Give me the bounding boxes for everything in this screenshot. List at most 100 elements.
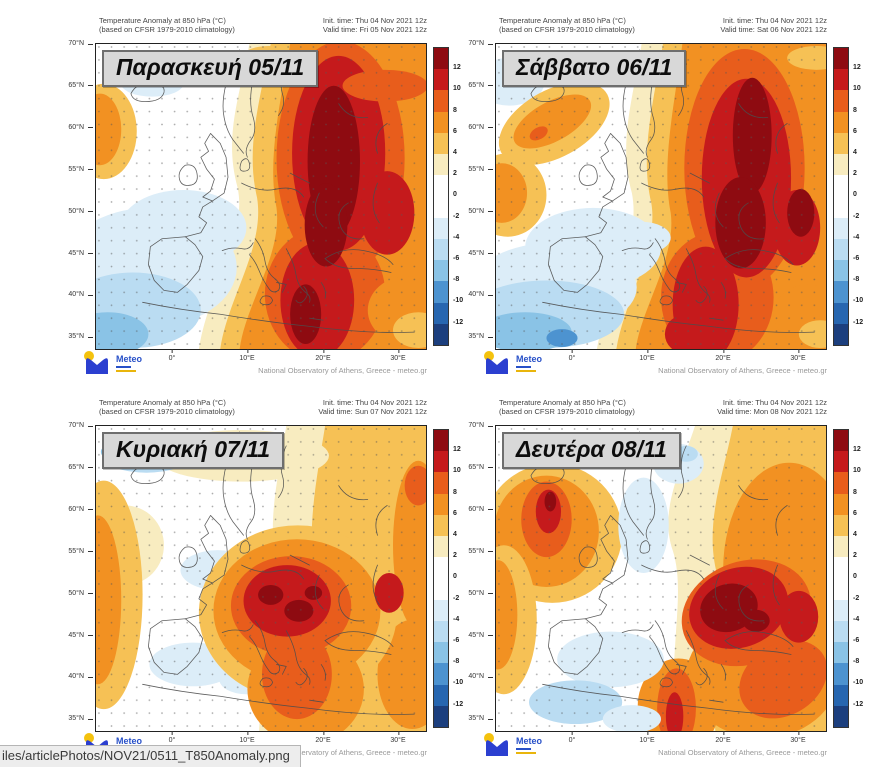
- colorbar-segment: [834, 514, 848, 537]
- meteo-logo: Meteo: [83, 351, 169, 381]
- latitude-axis: 70°N 65°N 60°N 55°N 50°N 45°N 40°N 35°N: [59, 40, 93, 350]
- lat-label: 70°N: [68, 422, 93, 429]
- logo-tagline-bar: [516, 366, 531, 368]
- colorbar-tick: 6: [453, 127, 457, 135]
- lon-label: 30°E: [790, 349, 806, 362]
- colorbar: [433, 429, 449, 728]
- longitude-axis: 0° 10°E 20°E 30°E: [95, 349, 427, 365]
- colorbar-segment: [434, 430, 448, 452]
- lat-label: 35°N: [468, 715, 493, 722]
- logo-tagline-bar: [516, 370, 536, 372]
- lat-label: 65°N: [468, 82, 493, 89]
- colorbar-segment: [434, 557, 448, 579]
- colorbar-segment: [834, 536, 848, 558]
- colorbar-tick: 10: [853, 467, 861, 475]
- lon-label: 30°E: [390, 731, 406, 744]
- colorbar-tick: -4: [453, 233, 460, 241]
- meteo-logo-text: Meteo: [516, 354, 543, 364]
- meteo-logo: Meteo: [483, 351, 569, 381]
- init-time: Init. time: Thu 04 Nov 2021 12z: [322, 398, 427, 407]
- anomaly-map: Κυριακή 07/11: [95, 425, 427, 732]
- anomaly-map: Σάββατο 06/11: [495, 43, 827, 350]
- colorbar-segment: [834, 663, 848, 685]
- colorbar-tick: 4: [853, 531, 857, 538]
- lat-label: 65°N: [68, 82, 93, 89]
- colorbar: [833, 47, 849, 346]
- lon-label: 0°: [169, 731, 175, 744]
- lat-label: 45°N: [468, 632, 493, 639]
- lon-label: 20°E: [715, 349, 731, 362]
- colorbar-labels: 12 10 8 6 4 2 0 -2 -4 -6 -8 -10 -12: [853, 429, 875, 728]
- colorbar-tick: 10: [453, 85, 461, 93]
- panel-footer: Meteo 0° 10°E 20°E 30°E National Observator…: [59, 349, 462, 390]
- colorbar-segment: [434, 684, 448, 706]
- day-label: Σάββατο 06/11: [502, 50, 687, 87]
- lat-label: 50°N: [68, 590, 93, 597]
- colorbar-segment: [834, 48, 848, 70]
- panel-footer: Meteo 0° 10°E 20°E 30°E National Observator…: [459, 731, 862, 772]
- colorbar-tick: -2: [453, 212, 460, 220]
- lat-label: 55°N: [68, 166, 93, 173]
- lon-label: 0°: [169, 349, 175, 362]
- colorbar-segment: [434, 90, 448, 112]
- lon-label: 10°E: [639, 349, 655, 362]
- map-times: Init. time: Thu 04 Nov 2021 12z Valid ti…: [717, 398, 827, 416]
- colorbar-tick: 6: [853, 127, 857, 135]
- colorbar-tick: 2: [853, 552, 857, 560]
- meteo-logo-text: Meteo: [516, 736, 543, 746]
- colorbar-segment: [834, 557, 848, 579]
- colorbar-tick: -8: [853, 276, 860, 284]
- colorbar-tick: 0: [853, 573, 857, 581]
- day-label: Δευτέρα 08/11: [502, 432, 681, 469]
- browser-status-bar: iles/articlePhotos/NOV21/0511_T850Anomal…: [0, 745, 301, 767]
- lat-label: 35°N: [68, 715, 93, 722]
- day-label: Κυριακή 07/11: [102, 432, 285, 469]
- lat-label: 50°N: [468, 590, 493, 597]
- lon-label: 30°E: [390, 349, 406, 362]
- map-times: Init. time: Thu 04 Nov 2021 12z Valid ti…: [720, 16, 827, 34]
- colorbar-segment: [834, 175, 848, 197]
- colorbar-labels: 12 10 8 6 4 2 0 -2 -4 -6 -8 -10 -12: [853, 47, 875, 346]
- lat-label: 60°N: [68, 124, 93, 131]
- colorbar-segment: [434, 260, 448, 282]
- longitude-axis: 0° 10°E 20°E 30°E: [495, 731, 827, 747]
- title-line-2: (based on CFSR 1979-2010 climatology): [499, 25, 635, 34]
- colorbar-segment: [434, 196, 448, 218]
- attribution: National Observatory of Athens, Greece -…: [258, 366, 427, 375]
- init-time: Init. time: Thu 04 Nov 2021 12z: [322, 16, 427, 25]
- lat-label: 45°N: [68, 250, 93, 257]
- title-line-1: Temperature Anomaly at 850 hPa (°C): [499, 16, 626, 25]
- lat-label: 65°N: [68, 464, 93, 471]
- colorbar-segment: [834, 578, 848, 600]
- lat-label: 40°N: [68, 291, 93, 298]
- valid-time: Valid time: Mon 08 Nov 2021 12z: [717, 407, 827, 416]
- lat-label: 40°N: [468, 291, 493, 298]
- colorbar-tick: -8: [853, 658, 860, 666]
- colorbar-segment: [834, 281, 848, 303]
- colorbar-segment: [434, 323, 448, 346]
- title-line-1: Temperature Anomaly at 850 hPa (°C): [99, 16, 226, 25]
- colorbar-segment: [834, 90, 848, 112]
- map-product-title: Temperature Anomaly at 850 hPa (°C) (bas…: [499, 398, 635, 416]
- lon-label: 10°E: [239, 349, 255, 362]
- colorbar-segment: [434, 302, 448, 324]
- lon-label: 10°E: [239, 731, 255, 744]
- meteo-logo-icon: [84, 351, 108, 374]
- colorbar-tick: 0: [853, 191, 857, 199]
- colorbar-segment: [834, 451, 848, 473]
- lat-label: 45°N: [68, 632, 93, 639]
- colorbar-tick: 0: [453, 191, 457, 199]
- colorbar-segment: [834, 196, 848, 218]
- lat-label: 40°N: [468, 673, 493, 680]
- colorbar-segment: [834, 599, 848, 621]
- meteo-logo-icon: [484, 733, 508, 756]
- colorbar-segment: [434, 154, 448, 176]
- meteo-logo-text: Meteo: [116, 354, 143, 364]
- colorbar-tick: -12: [453, 700, 464, 708]
- lat-label: 70°N: [468, 422, 493, 429]
- colorbar-tick: -8: [453, 658, 460, 666]
- longitude-axis: 0° 10°E 20°E 30°E: [495, 349, 827, 365]
- colorbar-tick: 8: [453, 488, 457, 496]
- title-line-2: (based on CFSR 1979-2010 climatology): [99, 25, 235, 34]
- colorbar-segment: [834, 217, 848, 239]
